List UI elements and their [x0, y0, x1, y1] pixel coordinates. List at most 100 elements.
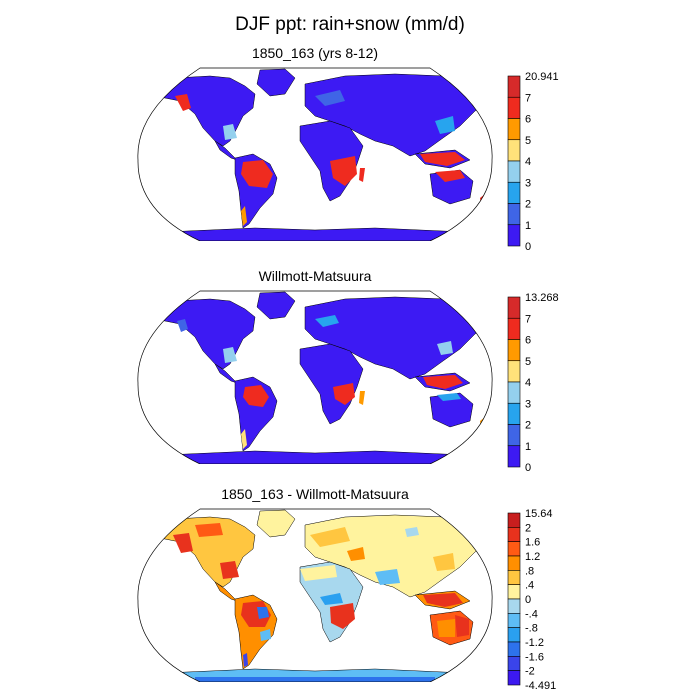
colorbar-tick-label: 7: [525, 92, 531, 104]
diff-positive-east-asia: [433, 553, 455, 571]
colorbar-tick-label: 0: [525, 462, 531, 474]
colorbar-tick-label: .8: [525, 565, 534, 577]
precip-wet-pacific-northwest: [175, 94, 191, 111]
colorbar-swatch: [507, 339, 521, 362]
colorbar-swatch: [507, 656, 521, 671]
colorbar-tick-label: -.8: [525, 623, 538, 635]
continent-antarctica: [164, 227, 466, 241]
diff-negative-southern-brazil: [260, 629, 271, 641]
diff-negative-antarctica: [195, 677, 435, 682]
map-border: [137, 508, 493, 682]
precip-wet-southern-africa: [333, 383, 355, 405]
colorbar-tick-label: 1.6: [525, 537, 540, 549]
precip-wet-northern-australia: [437, 393, 461, 401]
diff-positive-australia-interior: [437, 619, 455, 637]
diff-positive-north-africa: [300, 565, 337, 581]
colorbar-tick-label: -4.491: [525, 680, 556, 692]
colorbar-swatch: [507, 317, 521, 340]
colorbar-tick-label: 1.2: [525, 551, 540, 563]
colorbar-swatch: [507, 203, 521, 226]
panel-title-diff: 1850_163 - Willmott-Matsuura: [221, 486, 409, 502]
precip-wet-maritime: [420, 152, 465, 166]
colorbar-swatch: [507, 402, 521, 425]
colorbar-swatch: [507, 627, 521, 643]
colorbar-tick-label: -1.6: [525, 651, 544, 663]
map-border: [137, 67, 493, 241]
continent-greenland: [256, 68, 296, 97]
colorbar-tick-label: 7: [525, 313, 531, 325]
diff-negative-central-africa: [320, 593, 343, 605]
diff-positive-southern-africa: [330, 603, 355, 629]
precip-wet-madagascar: [359, 168, 365, 182]
precip-wet-madagascar: [359, 391, 365, 405]
colorbar-swatch: [507, 512, 521, 528]
colorbar-tick-label: 5: [525, 135, 531, 147]
precip-southern-chile: [241, 429, 247, 449]
figure-title: DJF ppt: rain+snow (mm/d): [235, 14, 465, 35]
map-model-precipitation: [137, 67, 493, 241]
colorbar-tick-label: 3: [525, 398, 531, 410]
continent-antarctica: [164, 450, 466, 464]
colorbar-swatch: [507, 598, 521, 614]
diff-positive-pacific-northwest: [173, 533, 193, 553]
colorbar-tick-label: 6: [525, 335, 531, 347]
colorbar-model: 20.941 7 6 5 4 3 2 1 0: [507, 71, 559, 253]
colorbar-obs: 13.268 7 6 5 4 3 2 1 0: [507, 292, 559, 474]
precip-wet-pacific-northwest: [177, 319, 188, 332]
colorbar-swatch: [507, 360, 521, 383]
diff-negative-south-asia: [375, 569, 400, 585]
colorbar-swatch: [507, 181, 521, 204]
precip-moderate-europe: [315, 90, 345, 106]
colorbar-swatch: [507, 641, 521, 657]
continent-greenland: [256, 509, 296, 538]
colorbar-swatch: [507, 527, 521, 542]
diff-positive-middle-east: [347, 547, 365, 561]
colorbar-tick-label: 4: [525, 377, 531, 389]
colorbar-swatch: [507, 224, 521, 247]
colorbar-tick-label: 0: [525, 594, 531, 606]
colorbar-tick-label: 0: [525, 241, 531, 253]
colorbar-diff: 15.64 2 1.6 1.2 .8 .4 0 -.4 -.8 -1.2 -1.6 -2 -4.491: [507, 508, 556, 692]
continent-greenland: [256, 291, 296, 320]
colorbar-tick-label: 6: [525, 114, 531, 126]
diff-negative-patagonia: [243, 653, 248, 667]
precip-wet-us-southeast: [223, 124, 237, 140]
panel-title-model: 1850_163 (yrs 8-12): [251, 45, 379, 61]
colorbar-swatch: [507, 445, 521, 468]
map-difference-precipitation: [137, 508, 493, 682]
diff-positive-siberia: [385, 519, 450, 537]
colorbar-swatch: [507, 96, 521, 119]
precip-wet-maritime: [423, 375, 463, 389]
continent-africa: [299, 343, 364, 425]
colorbar-tick-label: 1: [525, 441, 531, 453]
diff-positive-maritime: [423, 593, 463, 607]
map-observed-precipitation: [137, 290, 493, 464]
colorbar-swatch: [507, 613, 521, 628]
colorbar-swatch: [507, 541, 521, 557]
colorbar-swatch: [507, 584, 521, 600]
precip-wet-northern-australia: [435, 170, 465, 182]
colorbar-tick-label: 1: [525, 220, 531, 232]
colorbar-tick-label: 15.64: [525, 508, 553, 520]
precip-southern-chile: [241, 206, 247, 226]
map-border: [137, 290, 493, 464]
diff-negative-amazon-east: [257, 607, 269, 619]
colorbar-tick-label: 3: [525, 177, 531, 189]
colorbar-swatch: [507, 118, 521, 141]
colorbar-swatch: [507, 555, 521, 571]
colorbar-swatch: [507, 670, 521, 686]
colorbar-tick-label: 5: [525, 356, 531, 368]
diff-positive-us-east: [220, 561, 239, 579]
diff-positive-europe: [310, 527, 350, 547]
diff-positive-australia-east: [455, 615, 469, 637]
precip-wet-us-southeast: [223, 347, 237, 363]
precip-wet-southern-africa: [330, 156, 357, 186]
colorbar-tick-label: 2: [525, 199, 531, 211]
colorbar-tick-label: -2: [525, 666, 535, 678]
diff-positive-canada: [195, 523, 223, 537]
diff-negative-siberia-patches: [405, 527, 419, 537]
precip-moderate-east-asia: [437, 341, 453, 355]
colorbar-swatch: [507, 160, 521, 183]
colorbar-swatch: [507, 296, 521, 319]
